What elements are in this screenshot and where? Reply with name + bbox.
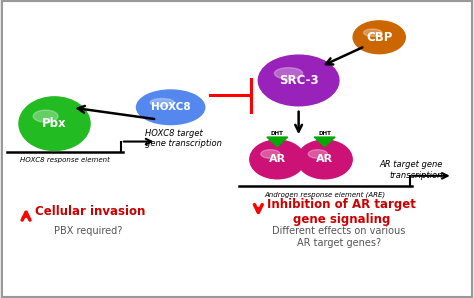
- Ellipse shape: [137, 90, 205, 125]
- Text: Cellular invasion: Cellular invasion: [35, 205, 145, 218]
- Ellipse shape: [250, 140, 305, 179]
- Text: DHT: DHT: [271, 131, 284, 136]
- Text: Androgen response element (ARE): Androgen response element (ARE): [264, 191, 385, 198]
- Ellipse shape: [258, 55, 339, 106]
- Text: AR target gene
transcription: AR target gene transcription: [380, 160, 443, 180]
- Ellipse shape: [274, 68, 302, 79]
- Ellipse shape: [261, 150, 280, 158]
- Text: HOXC8 response element: HOXC8 response element: [20, 156, 110, 163]
- Ellipse shape: [297, 140, 352, 179]
- Text: AR: AR: [316, 154, 333, 164]
- Text: Different effects on various
AR target genes?: Different effects on various AR target g…: [272, 226, 406, 248]
- Ellipse shape: [33, 110, 58, 122]
- Text: Pbx: Pbx: [42, 117, 67, 130]
- Ellipse shape: [19, 97, 90, 150]
- Text: CBP: CBP: [366, 31, 392, 44]
- Text: HOXC8: HOXC8: [151, 102, 191, 112]
- Text: AR: AR: [269, 154, 286, 164]
- Ellipse shape: [353, 21, 405, 54]
- Ellipse shape: [150, 99, 174, 106]
- Text: PBX required?: PBX required?: [54, 226, 122, 236]
- Text: HOXC8 target
gene transcription: HOXC8 target gene transcription: [145, 129, 221, 148]
- Polygon shape: [314, 137, 335, 147]
- Text: DHT: DHT: [318, 131, 331, 136]
- Text: Inhibition of AR target
gene signaling: Inhibition of AR target gene signaling: [267, 198, 416, 226]
- Ellipse shape: [308, 150, 328, 158]
- Polygon shape: [267, 137, 288, 147]
- Ellipse shape: [364, 29, 382, 36]
- Text: SRC-3: SRC-3: [279, 74, 319, 87]
